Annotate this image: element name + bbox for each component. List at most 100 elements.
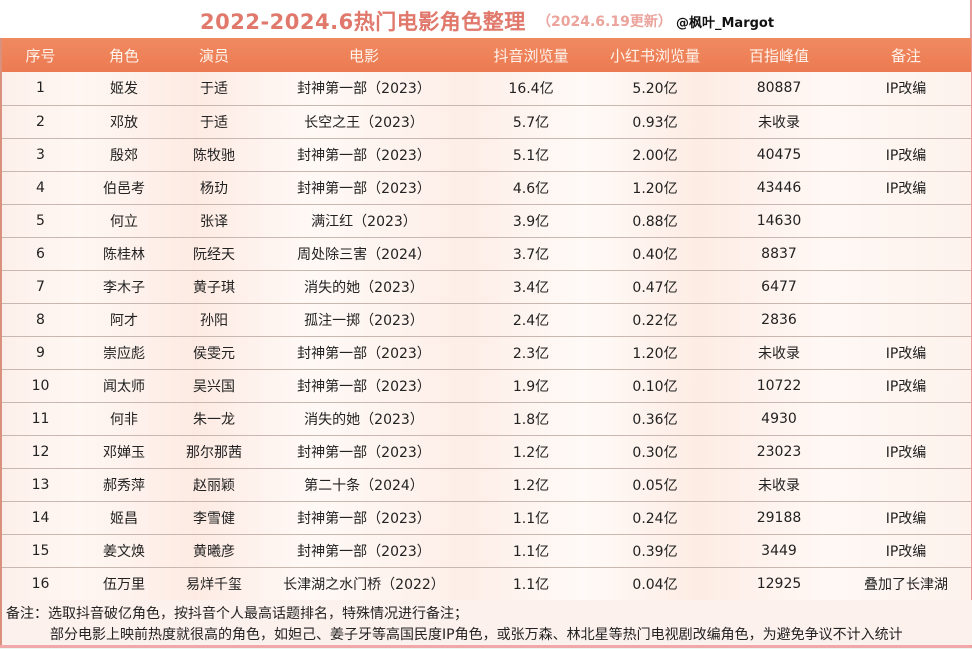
cell-xiaohongshu-views[interactable]: 0.10亿 [593, 369, 717, 403]
cell-baidu-peak[interactable]: 6477 [717, 270, 841, 304]
cell-actor[interactable]: 陈牧驰 [169, 138, 259, 172]
cell-xiaohongshu-views[interactable]: 0.24亿 [593, 501, 717, 535]
cell-baidu-peak[interactable]: 4930 [717, 402, 841, 436]
cell-index[interactable]: 1 [1, 72, 79, 106]
cell-actor[interactable]: 杨玏 [169, 171, 259, 205]
cell-douyin-views[interactable]: 3.7亿 [469, 237, 593, 271]
cell-role[interactable]: 邓放 [79, 105, 169, 139]
col-header-index[interactable]: 序号 [25, 46, 56, 65]
cell-baidu-peak[interactable]: 8837 [717, 237, 841, 271]
cell-movie[interactable]: 封神第一部（2023） [259, 501, 469, 535]
cell-baidu-peak[interactable]: 43446 [717, 171, 841, 205]
cell-remark[interactable]: IP改编 [841, 72, 971, 106]
cell-movie[interactable]: 封神第一部（2023） [259, 171, 469, 205]
cell-movie[interactable]: 封神第一部（2023） [259, 369, 469, 403]
cell-movie[interactable]: 消失的她（2023） [259, 402, 469, 436]
cell-douyin-views[interactable]: 1.2亿 [469, 468, 593, 502]
cell-role[interactable]: 殷郊 [79, 138, 169, 172]
cell-xiaohongshu-views[interactable]: 5.20亿 [593, 72, 717, 106]
cell-index[interactable]: 6 [1, 237, 79, 271]
cell-index[interactable]: 11 [1, 402, 79, 436]
col-header-actor[interactable]: 演员 [198, 46, 229, 65]
cell-douyin-views[interactable]: 2.3亿 [469, 336, 593, 370]
cell-remark[interactable] [841, 270, 971, 304]
cell-baidu-peak[interactable]: 40475 [717, 138, 841, 172]
cell-remark[interactable] [841, 204, 971, 238]
cell-role[interactable]: 陈桂林 [79, 237, 169, 271]
cell-index[interactable]: 2 [1, 105, 79, 139]
cell-douyin-views[interactable]: 5.7亿 [469, 105, 593, 139]
cell-index[interactable]: 9 [1, 336, 79, 370]
cell-baidu-peak[interactable]: 2836 [717, 303, 841, 337]
cell-index[interactable]: 4 [1, 171, 79, 205]
cell-actor[interactable]: 赵丽颖 [169, 468, 259, 502]
cell-movie[interactable]: 封神第一部（2023） [259, 72, 469, 106]
col-header-remark[interactable]: 备注 [890, 46, 921, 65]
cell-xiaohongshu-views[interactable]: 0.30亿 [593, 435, 717, 469]
cell-index[interactable]: 14 [1, 501, 79, 535]
cell-actor[interactable]: 张译 [169, 204, 259, 238]
cell-actor[interactable]: 那尔那茜 [169, 435, 259, 469]
cell-role[interactable]: 姬昌 [79, 501, 169, 535]
cell-xiaohongshu-views[interactable]: 2.00亿 [593, 138, 717, 172]
cell-remark[interactable] [841, 402, 971, 436]
cell-index[interactable]: 7 [1, 270, 79, 304]
cell-movie[interactable]: 周处除三害（2024） [259, 237, 469, 271]
cell-remark[interactable]: IP改编 [841, 138, 971, 172]
cell-xiaohongshu-views[interactable]: 0.47亿 [593, 270, 717, 304]
cell-index[interactable]: 10 [1, 369, 79, 403]
cell-actor[interactable]: 侯雯元 [169, 336, 259, 370]
col-header-role[interactable]: 角色 [108, 46, 139, 65]
col-header-douyin-views[interactable]: 抖音浏览量 [493, 46, 569, 65]
cell-movie[interactable]: 封神第一部（2023） [259, 336, 469, 370]
cell-role[interactable]: 闻太师 [79, 369, 169, 403]
cell-index[interactable]: 15 [1, 534, 79, 568]
cell-douyin-views[interactable]: 1.2亿 [469, 435, 593, 469]
cell-douyin-views[interactable]: 1.1亿 [469, 501, 593, 535]
cell-role[interactable]: 邓婵玉 [79, 435, 169, 469]
cell-movie[interactable]: 孤注一掷（2023） [259, 303, 469, 337]
cell-douyin-views[interactable]: 5.1亿 [469, 138, 593, 172]
cell-role[interactable]: 李木子 [79, 270, 169, 304]
cell-actor[interactable]: 于适 [169, 72, 259, 106]
col-header-movie[interactable]: 电影 [348, 46, 379, 65]
cell-actor[interactable]: 黄曦彦 [169, 534, 259, 568]
cell-role[interactable]: 郝秀萍 [79, 468, 169, 502]
cell-role[interactable]: 姬发 [79, 72, 169, 106]
cell-movie[interactable]: 封神第一部（2023） [259, 138, 469, 172]
cell-baidu-peak[interactable]: 3449 [717, 534, 841, 568]
cell-index[interactable]: 12 [1, 435, 79, 469]
cell-douyin-views[interactable]: 2.4亿 [469, 303, 593, 337]
cell-xiaohongshu-views[interactable]: 0.36亿 [593, 402, 717, 436]
cell-movie[interactable]: 长津湖之水门桥（2022） [259, 567, 469, 601]
cell-baidu-peak[interactable]: 未收录 [717, 336, 841, 370]
cell-xiaohongshu-views[interactable]: 0.04亿 [593, 567, 717, 601]
cell-xiaohongshu-views[interactable]: 1.20亿 [593, 336, 717, 370]
cell-baidu-peak[interactable]: 14630 [717, 204, 841, 238]
col-header-baidu-peak[interactable]: 百指峰值 [748, 46, 809, 65]
cell-douyin-views[interactable]: 16.4亿 [469, 72, 593, 106]
cell-role[interactable]: 阿才 [79, 303, 169, 337]
cell-remark[interactable]: 叠加了长津湖 [841, 567, 971, 601]
cell-baidu-peak[interactable]: 10722 [717, 369, 841, 403]
cell-baidu-peak[interactable]: 未收录 [717, 105, 841, 139]
cell-baidu-peak[interactable]: 29188 [717, 501, 841, 535]
cell-role[interactable]: 伍万里 [79, 567, 169, 601]
cell-remark[interactable] [841, 468, 971, 502]
cell-actor[interactable]: 黄子琪 [169, 270, 259, 304]
cell-remark[interactable] [841, 237, 971, 271]
cell-role[interactable]: 何立 [79, 204, 169, 238]
cell-remark[interactable]: IP改编 [841, 501, 971, 535]
cell-xiaohongshu-views[interactable]: 0.93亿 [593, 105, 717, 139]
cell-index[interactable]: 5 [1, 204, 79, 238]
cell-actor[interactable]: 朱一龙 [169, 402, 259, 436]
cell-baidu-peak[interactable]: 23023 [717, 435, 841, 469]
cell-baidu-peak[interactable]: 未收录 [717, 468, 841, 502]
cell-remark[interactable]: IP改编 [841, 171, 971, 205]
cell-actor[interactable]: 李雪健 [169, 501, 259, 535]
cell-xiaohongshu-views[interactable]: 1.20亿 [593, 171, 717, 205]
cell-movie[interactable]: 封神第一部（2023） [259, 435, 469, 469]
cell-actor[interactable]: 阮经天 [169, 237, 259, 271]
cell-xiaohongshu-views[interactable]: 0.88亿 [593, 204, 717, 238]
cell-actor[interactable]: 吴兴国 [169, 369, 259, 403]
